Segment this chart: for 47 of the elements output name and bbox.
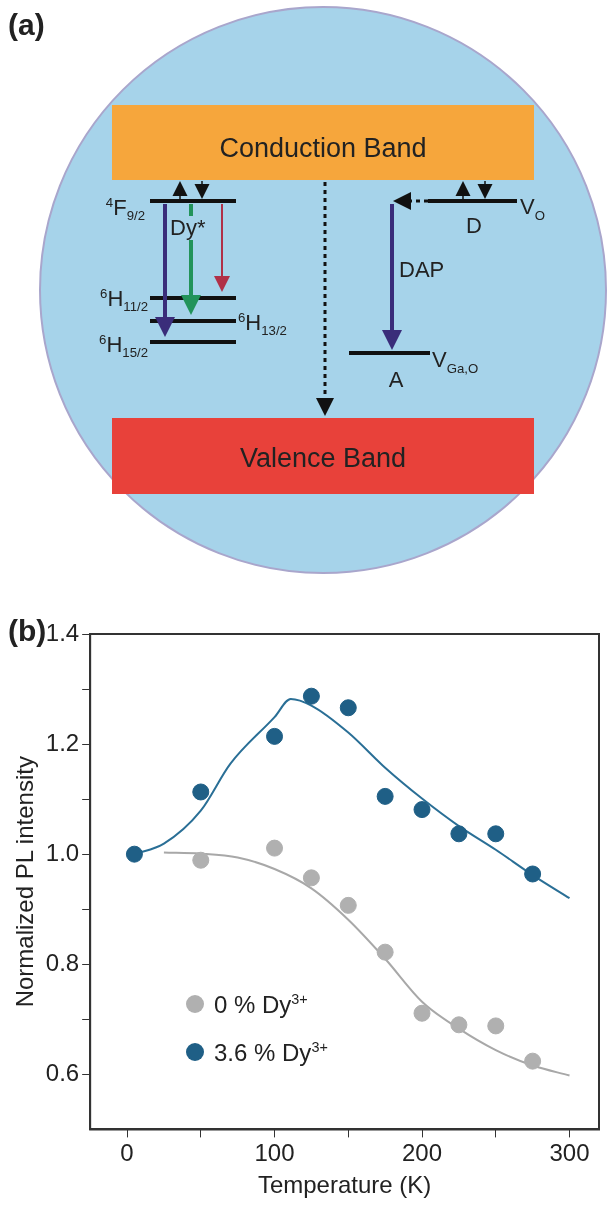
x-tick-label: 100 bbox=[254, 1139, 295, 1167]
text: $^{6}$H$_{13/2}$ bbox=[238, 309, 287, 339]
y-tick-label: 0.6 bbox=[45, 1058, 80, 1086]
point bbox=[376, 787, 394, 805]
text: $^{6}$H$_{11/2}$ bbox=[100, 285, 148, 315]
point bbox=[192, 783, 210, 801]
point bbox=[413, 1004, 431, 1022]
text: $^{4}$F$_{9/2}$ bbox=[105, 194, 145, 224]
chart-title: (b) bbox=[8, 614, 47, 647]
x-tick-label: 300 bbox=[549, 1139, 590, 1167]
point bbox=[413, 801, 431, 819]
x-tick-label: 200 bbox=[401, 1139, 443, 1167]
text: DAP bbox=[399, 257, 445, 282]
point bbox=[266, 839, 284, 857]
point bbox=[450, 1016, 468, 1034]
x-axis-title: Temperature (K) bbox=[257, 1171, 432, 1199]
text: D bbox=[466, 213, 482, 238]
point bbox=[450, 825, 468, 843]
point bbox=[125, 845, 143, 863]
text: Dy* bbox=[168, 215, 208, 240]
point bbox=[487, 1017, 505, 1035]
point bbox=[524, 1052, 542, 1070]
y-tick-label: 1.4 bbox=[45, 618, 80, 646]
text: $^{6}$H$_{15/2}$ bbox=[99, 331, 148, 361]
text: Valence Band bbox=[239, 442, 407, 473]
point bbox=[524, 865, 542, 883]
y-tick-label: 0.8 bbox=[45, 948, 80, 976]
point bbox=[339, 699, 357, 717]
y-tick-label: 1.2 bbox=[45, 728, 80, 756]
point bbox=[266, 727, 284, 745]
text: A bbox=[388, 367, 404, 392]
y-tick-label: 1.0 bbox=[45, 838, 80, 866]
point bbox=[302, 687, 320, 705]
text: (a) bbox=[8, 8, 45, 41]
point bbox=[339, 896, 357, 914]
point bbox=[376, 943, 394, 961]
point bbox=[192, 851, 210, 869]
text: V$_{O}$ bbox=[520, 194, 545, 223]
legend-label: 3.6 % Dy$^{3+}$ bbox=[214, 1038, 328, 1066]
point bbox=[302, 869, 320, 887]
text: Conduction Band bbox=[219, 132, 427, 163]
text: V$_{Ga,O}$ bbox=[432, 347, 479, 376]
point bbox=[487, 825, 505, 843]
line-series bbox=[162, 851, 571, 1077]
x-tick-label: 0 bbox=[120, 1139, 134, 1167]
legend-label: 0 % Dy$^{3+}$ bbox=[214, 990, 308, 1018]
y-axis-title: Normalized PL intensity bbox=[11, 756, 39, 1008]
